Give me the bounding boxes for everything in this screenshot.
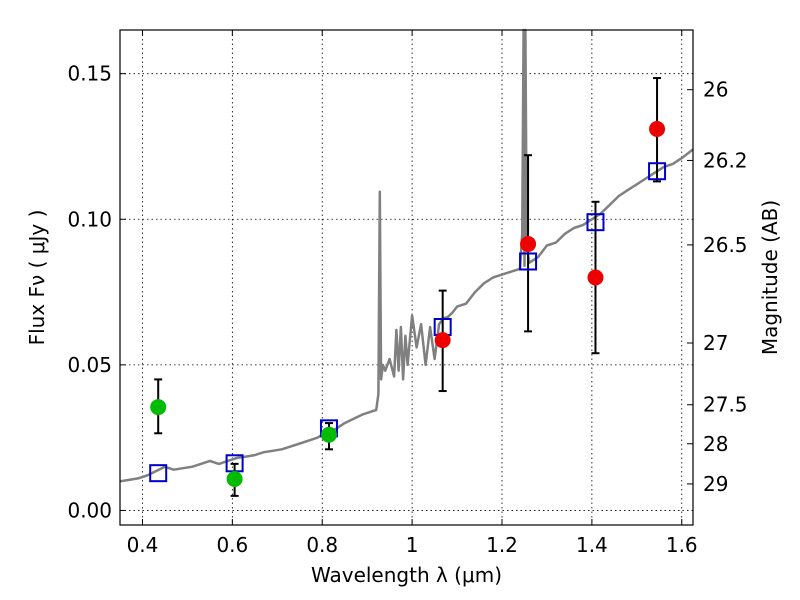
axis-ticks: 0.4 0.6 0.8 1 1.2 1.4 1.6 0.00 0.05 0.10 0.15 26 26.…: [67, 30, 748, 557]
ir-point: [587, 269, 604, 286]
model-square-marker: [648, 162, 667, 181]
x-tick-label: 1.6: [666, 533, 698, 557]
y2-tick-label: 28: [703, 432, 728, 456]
x-tick-label: 0.8: [306, 533, 338, 557]
plot-frame: [119, 29, 694, 526]
x-axis-title: Wavelength λ (μm): [311, 563, 502, 587]
x-tick-label: 1.4: [576, 533, 608, 557]
model-squares: [149, 162, 667, 483]
y2-tick-label: 27.5: [703, 393, 748, 417]
model-square-marker: [586, 213, 605, 232]
ir-point: [649, 121, 666, 137]
model-square-marker: [149, 464, 168, 483]
optical-point: [226, 470, 243, 487]
ir-point: [520, 236, 537, 253]
error-bars: [154, 77, 662, 497]
optical-point: [320, 426, 337, 443]
x-tick-label: 0.6: [216, 533, 248, 557]
y-axis-title: Flux Fν ( μJy ): [25, 210, 49, 346]
x-tick-label: 1.2: [486, 533, 518, 557]
ir-point: [434, 332, 451, 349]
y2-tick-label: 27: [703, 331, 728, 355]
y-tick-label: 0.00: [67, 498, 112, 522]
y2-tick-label: 29: [703, 472, 728, 496]
y2-axis-title: Magnitude (AB): [758, 200, 782, 355]
sed-line: [119, 28, 694, 483]
x-tick-label: 1: [406, 533, 419, 557]
y-tick-label: 0.10: [67, 207, 112, 231]
y2-tick-label: 26.5: [703, 233, 748, 257]
observed-points: [150, 121, 666, 487]
y-tick-label: 0.15: [67, 62, 112, 86]
model-square-marker: [519, 252, 538, 271]
y2-tick-label: 26.2: [703, 148, 748, 172]
x-tick-label: 0.4: [127, 533, 159, 557]
y2-tick-label: 26: [703, 78, 728, 102]
sed-series: [119, 28, 694, 483]
grid: [120, 30, 693, 525]
optical-point: [150, 399, 167, 416]
y-tick-label: 0.05: [67, 353, 112, 377]
